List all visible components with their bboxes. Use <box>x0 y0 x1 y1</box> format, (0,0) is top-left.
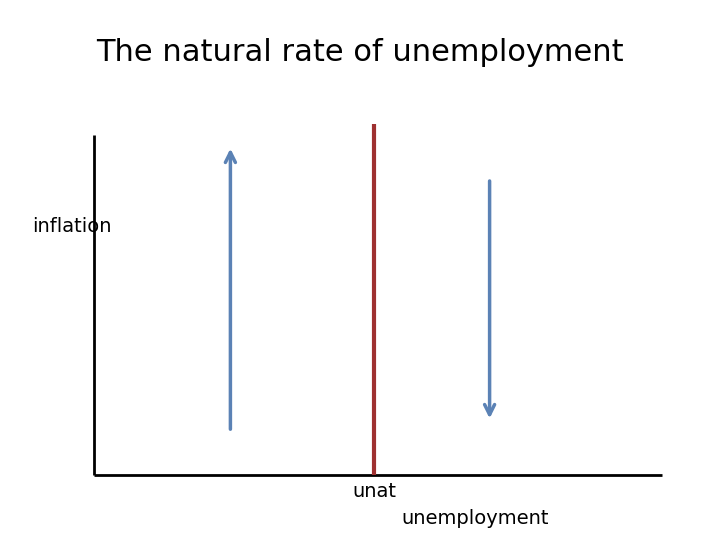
Text: unemployment: unemployment <box>402 509 549 528</box>
Text: unat: unat <box>352 482 397 501</box>
Text: The natural rate of unemployment: The natural rate of unemployment <box>96 38 624 67</box>
Text: inflation: inflation <box>32 217 112 237</box>
